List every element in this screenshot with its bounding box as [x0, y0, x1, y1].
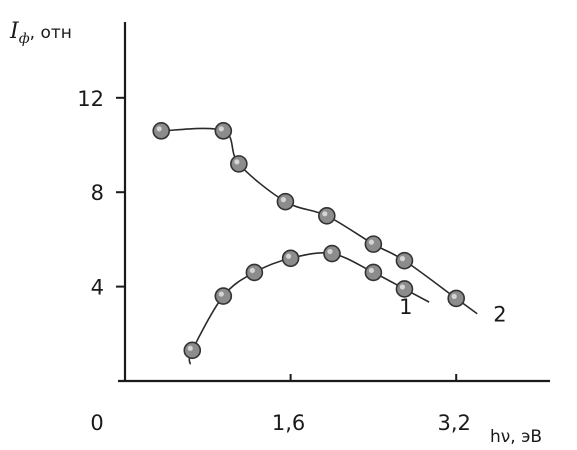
y-tick-label: 12 [77, 87, 104, 111]
data-point-series-1 [245, 263, 264, 282]
data-point-highlight [218, 291, 224, 297]
data-point-highlight [286, 253, 292, 259]
y-tick-label: 4 [91, 276, 104, 300]
data-point-series-1 [364, 263, 383, 282]
data-point-highlight [218, 126, 224, 132]
curve-1 [188, 252, 430, 365]
data-point-highlight [156, 126, 162, 132]
data-point-highlight [399, 284, 406, 290]
data-point-series-2 [152, 122, 171, 140]
data-point-series-1 [183, 341, 202, 360]
data-point-highlight [399, 256, 406, 262]
data-point-highlight [327, 248, 333, 255]
data-point-highlight [368, 267, 374, 274]
data-point-series-2 [214, 122, 233, 140]
data-point-series-2 [318, 207, 336, 225]
x-tick-label: 1,6 [272, 411, 305, 435]
data-point-highlight [234, 159, 240, 165]
y-axis-label: Iф, отн [9, 19, 72, 47]
data-point-highlight [368, 239, 374, 245]
data-point-highlight [451, 293, 457, 299]
curve-2 [161, 127, 478, 315]
curve-label-1: 1 [399, 295, 412, 319]
data-point-series-2 [230, 155, 248, 173]
curve-label-2: 2 [493, 303, 506, 327]
curves [161, 127, 478, 365]
data-point-series-1 [395, 280, 414, 298]
data-point-series-1 [214, 287, 233, 305]
data-points [152, 122, 466, 360]
y-tick-label: 8 [91, 181, 104, 205]
data-point-highlight [280, 197, 287, 203]
data-point-series-2 [395, 251, 414, 270]
x-axis-label: hν, эВ [490, 427, 542, 447]
data-point-highlight [249, 267, 255, 274]
ticks: 0 1,6 3,2 4 8 12 [77, 87, 471, 435]
data-point-series-2 [276, 192, 295, 211]
x-tick-label: 0 [90, 411, 103, 435]
data-point-highlight [322, 211, 328, 217]
x-tick-label: 3,2 [437, 411, 470, 435]
data-point-series-2 [364, 235, 383, 253]
data-point-highlight [187, 345, 193, 351]
data-point-series-1 [281, 249, 300, 268]
data-point-series-1 [323, 244, 341, 263]
data-point-series-2 [447, 289, 466, 308]
